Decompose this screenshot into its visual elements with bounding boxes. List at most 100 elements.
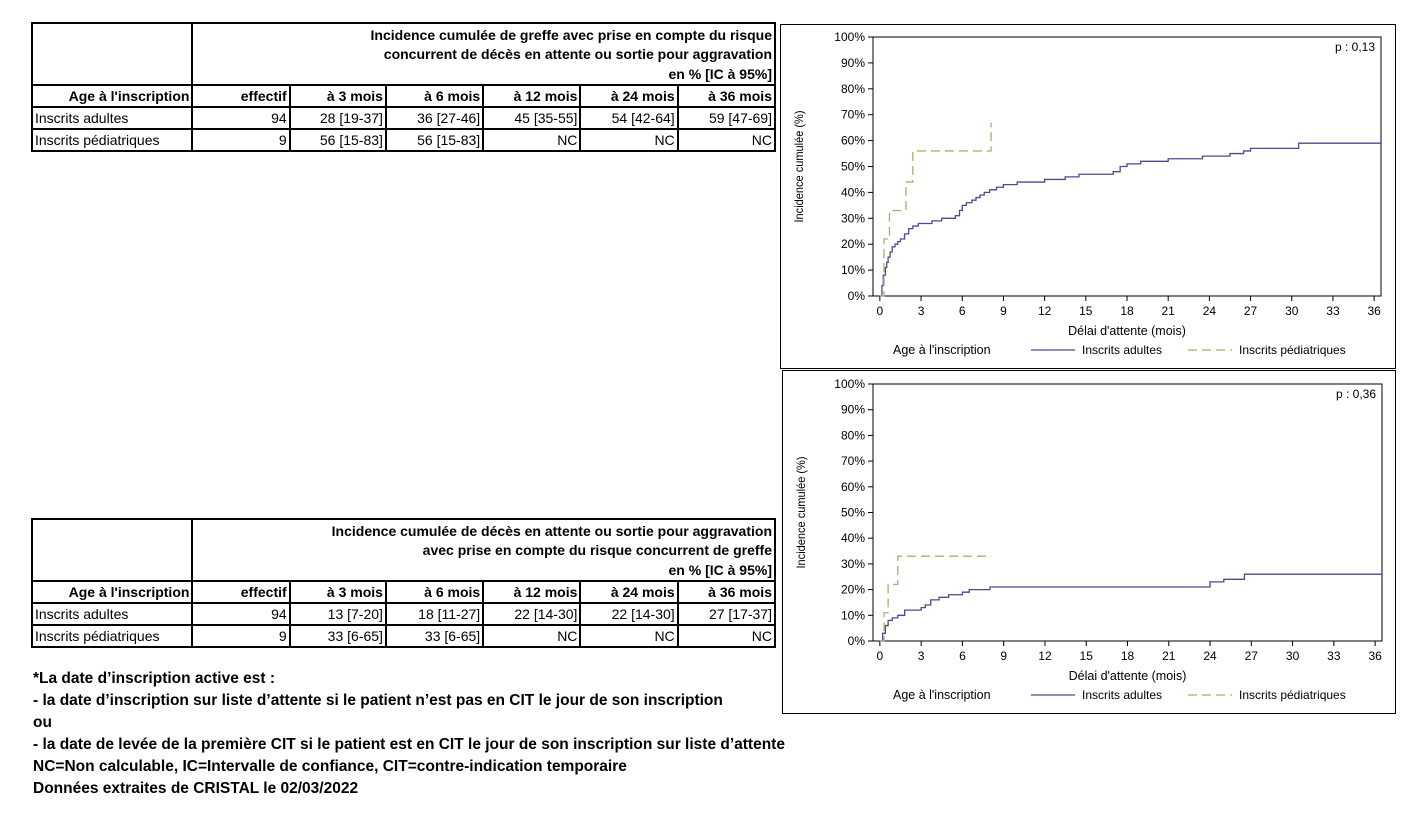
x-tick-label: 27 <box>1245 649 1259 663</box>
y-tick-label: 10% <box>841 263 865 277</box>
cell-12m: NC <box>482 624 582 648</box>
x-tick-label: 21 <box>1162 649 1176 663</box>
legend-entry: Inscrits adultes <box>1082 688 1162 702</box>
column-header: à 6 mois <box>384 580 485 604</box>
y-tick-label: 20% <box>841 237 865 251</box>
y-tick-label: 90% <box>841 403 865 417</box>
y-tick-label: 80% <box>841 82 865 96</box>
table-corner-cell <box>30 22 194 86</box>
column-header: Age à l'inscription <box>30 84 194 108</box>
y-tick-label: 70% <box>841 454 865 468</box>
legend-entry: Inscrits pédiatriques <box>1239 343 1346 357</box>
cell-36m: 27 [17-37] <box>676 602 777 626</box>
x-tick-label: 6 <box>959 649 966 663</box>
cell-effectif: 94 <box>191 602 291 626</box>
x-axis-label: Délai d'attente (mois) <box>1069 669 1187 683</box>
legend-title: Age à l'inscription <box>893 343 991 357</box>
cell-3m: 33 [6-65] <box>288 624 387 648</box>
x-tick-label: 15 <box>1079 304 1093 318</box>
footnote-line: - la date de levée de la première CIT si… <box>33 736 785 753</box>
death-incidence-table: Incidence cumulée de décès en attente ou… <box>30 518 777 648</box>
table-corner-cell <box>30 518 194 582</box>
graft-incidence-chart: 0%10%20%30%40%50%60%70%80%90%100%0 3 6 9 12 1… <box>792 30 1382 357</box>
column-header: à 3 mois <box>288 84 387 108</box>
series-line-adult <box>879 573 1382 642</box>
table-title: Incidence cumulée de décès en attente ou… <box>191 518 776 560</box>
table-header-row: Age à l'inscription effectif à 3 mois à … <box>30 580 777 604</box>
column-header: effectif <box>191 84 291 108</box>
series-line-pediatric <box>879 555 992 642</box>
graft-incidence-chart-panel: 0% 10% 20% 30% 40% 50% 60% 70% 80% 90% 100% 0 3 6 9 12 1… <box>780 24 1396 369</box>
x-axis-label: Délai d'attente (mois) <box>1068 324 1186 338</box>
x-tick-label: 9 <box>1000 649 1007 663</box>
row-label: Inscrits pédiatriques <box>30 624 194 648</box>
column-header: à 24 mois <box>579 84 679 108</box>
x-tick-label: 24 <box>1203 649 1217 663</box>
cell-36m: NC <box>676 128 777 152</box>
cell-24m: 22 [14-30] <box>579 602 679 626</box>
row-label: Inscrits adultes <box>30 106 194 130</box>
x-tick-label: 15 <box>1080 649 1094 663</box>
y-tick-label: 30% <box>841 211 865 225</box>
graft-incidence-table: Incidence cumulée de greffe avec prise e… <box>30 22 777 152</box>
cell-effectif: 9 <box>191 128 291 152</box>
y-tick-label: 100% <box>834 377 865 391</box>
series-line-pediatric <box>879 122 992 297</box>
y-tick-label: 40% <box>841 531 865 545</box>
cell-effectif: 94 <box>191 106 291 130</box>
y-axis-label: Incidence cumulée (%) <box>794 457 808 569</box>
row-label: Inscrits adultes <box>30 602 194 626</box>
p-value-label: p : 0,36 <box>1336 387 1376 401</box>
death-incidence-chart-panel: 0% 10% 20% 30% 40% 50% 60% 70% 80% 90% 100% 0 3 6 9 12 1… <box>782 370 1396 714</box>
y-tick-label: 70% <box>841 108 865 122</box>
x-tick-label: 18 <box>1121 649 1135 663</box>
y-tick-label: 20% <box>841 583 865 597</box>
cell-6m: 36 [27-46] <box>384 106 485 130</box>
x-tick-label: 12 <box>1038 649 1052 663</box>
column-header: à 12 mois <box>482 580 582 604</box>
x-tick-label: 9 <box>1000 304 1007 318</box>
column-header: à 3 mois <box>288 580 387 604</box>
y-tick-label: 0% <box>848 289 866 303</box>
column-header: à 36 mois <box>676 580 777 604</box>
cell-12m: NC <box>482 128 582 152</box>
cell-6m: 56 [15-83] <box>384 128 485 152</box>
column-header: à 36 mois <box>676 84 777 108</box>
cell-6m: 18 [11-27] <box>384 602 485 626</box>
series-line-adult <box>879 142 1381 297</box>
table-row: Inscrits adultes 94 13 [7-20] 18 [11-27]… <box>30 602 777 626</box>
x-tick-label: 36 <box>1368 649 1382 663</box>
footnote-line: - la date d’inscription sur liste d’atte… <box>33 692 723 709</box>
x-tick-label: 18 <box>1120 304 1134 318</box>
table-title-line: concurrent de décès en attente ou sortie… <box>383 46 772 62</box>
footnote-line: ou <box>33 714 52 731</box>
death-incidence-chart: 0%10%20%30%40%50%60%70%80%90%100%0 3 6 9 12 1… <box>794 377 1383 702</box>
cell-24m: NC <box>579 128 679 152</box>
y-tick-label: 50% <box>841 506 865 520</box>
cell-12m: 45 [35-55] <box>482 106 582 130</box>
x-tick-label: 3 <box>918 304 925 318</box>
x-tick-label: 24 <box>1203 304 1217 318</box>
table-header-row: Age à l'inscription effectif à 3 mois à … <box>30 84 777 108</box>
x-tick-label: 12 <box>1038 304 1052 318</box>
row-label: Inscrits pédiatriques <box>30 128 194 152</box>
legend-title: Age à l'inscription <box>893 688 991 702</box>
cell-3m: 56 [15-83] <box>288 128 387 152</box>
table-row: Inscrits pédiatriques 9 56 [15-83] 56 [1… <box>30 128 777 152</box>
table-unit: en % [IC à 95%] <box>191 64 776 86</box>
x-tick-label: 0 <box>877 649 884 663</box>
y-tick-label: 100% <box>834 30 865 44</box>
column-header: à 6 mois <box>384 84 485 108</box>
cell-24m: 54 [42-64] <box>579 106 679 130</box>
table-row: Inscrits adultes 94 28 [19-37] 36 [27-46… <box>30 106 777 130</box>
cell-3m: 28 [19-37] <box>288 106 387 130</box>
column-header: Age à l'inscription <box>30 580 194 604</box>
column-header: effectif <box>191 580 291 604</box>
y-tick-label: 50% <box>841 160 865 174</box>
x-tick-label: 30 <box>1285 304 1299 318</box>
cell-3m: 13 [7-20] <box>288 602 387 626</box>
y-tick-label: 60% <box>841 134 865 148</box>
y-tick-label: 90% <box>841 56 865 70</box>
y-tick-label: 0% <box>848 634 866 648</box>
cell-36m: 59 [47-69] <box>676 106 777 130</box>
